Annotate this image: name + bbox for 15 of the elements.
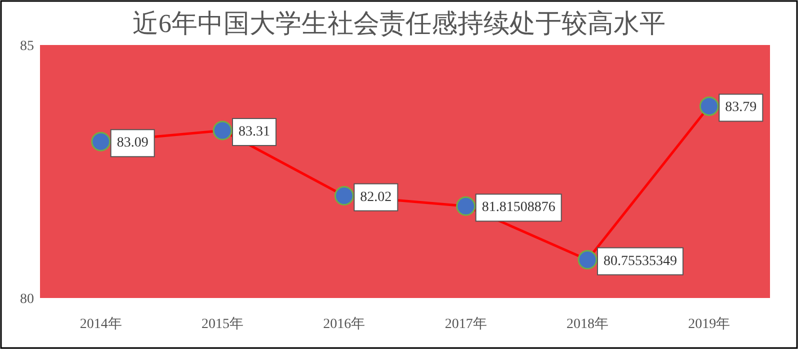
x-tick-label: 2019年 [688,316,730,332]
x-tick-label: 2018年 [566,316,608,332]
data-label: 81.81508876 [482,200,556,216]
data-label: 80.75535349 [604,254,677,269]
chart-title: 近6年中国大学生社会责任感持续处于较高水平 [132,9,666,38]
y-tick-label: 85 [20,39,34,54]
data-label: 83.31 [238,124,270,140]
y-tick-label: 80 [20,292,34,307]
x-tick-label: 2016年 [323,316,366,332]
data-label: 82.02 [360,190,392,205]
data-label: 83.09 [116,136,148,151]
x-tick-label: 2014年 [80,316,122,332]
x-tick-label: 2017年 [444,316,487,332]
data-label: 83.79 [725,100,757,116]
x-tick-label: 2015年 [202,316,244,332]
